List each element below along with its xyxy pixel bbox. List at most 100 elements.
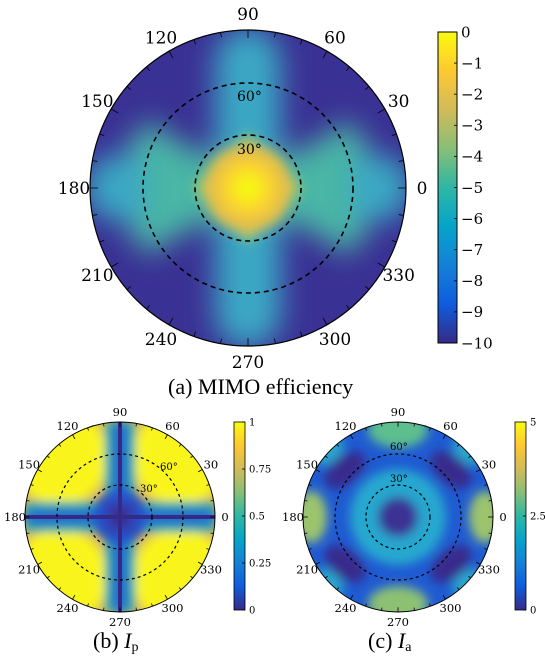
panel-a-ring-60 (142, 82, 354, 294)
panel-b-tick-290 (151, 603, 153, 607)
panel-a-tick-240 (168, 317, 174, 326)
panel-c-tick-290 (429, 603, 431, 607)
caption-a-text: MIMO efficiency (197, 374, 354, 399)
panel-a-tick-350 (398, 214, 404, 216)
panel-c-ring-label-30: 30° (390, 474, 408, 485)
panel-b-tick-110 (87, 427, 89, 431)
panel-a-cb-label-10: −10 (461, 334, 493, 352)
panel-a-tick-220 (126, 286, 132, 290)
panel-b-tick-160 (30, 484, 34, 486)
panel-c-cb-label-0: 5 (530, 418, 536, 429)
panel-b-tick-200 (30, 548, 34, 550)
panel-a-angle-label-120: 120 (145, 28, 177, 48)
panel-a-tick-330 (377, 262, 386, 268)
panel-b-cb-label-0: 1 (249, 418, 255, 429)
caption-c-symbol: I (397, 628, 406, 653)
panel-b-tick-80 (135, 423, 137, 427)
panel-c-tick-190 (304, 532, 308, 534)
panel-c-tick-60 (442, 434, 446, 440)
panel-b-angle-label-0: 0 (221, 510, 228, 524)
panel-a-cb-label-5: −5 (461, 179, 483, 197)
panel-a-tick-10 (398, 160, 404, 162)
panel-c-angle-label-150: 150 (296, 458, 318, 472)
caption-c-sub: a (405, 640, 412, 655)
panel-c-tick-80 (413, 423, 415, 427)
panel-c-angle-label-30: 30 (482, 458, 497, 472)
panel-b-angle-label-270: 270 (109, 615, 131, 629)
panel-b-cb-label-4: 0 (249, 606, 255, 617)
panel-c-angle-ticks (303, 422, 493, 612)
panel-a-tick-140 (126, 86, 132, 90)
panel-b-cb-label-2: 0.5 (249, 512, 265, 523)
panel-b-tick-120 (72, 434, 76, 440)
panel-a-tick-170 (92, 160, 98, 162)
panel-b-angle-label-240: 240 (57, 601, 79, 615)
panel-b-tick-30 (197, 469, 203, 473)
caption-c-label: (c) (368, 628, 393, 653)
panel-c-tick-160 (308, 484, 312, 486)
panel-a-tick-280 (274, 338, 276, 344)
panel-c-angle-label-120: 120 (335, 419, 357, 433)
caption-b-label: (b) (93, 628, 119, 653)
panel-c-tick-330 (475, 561, 481, 565)
panel-c-angle-label-210: 210 (296, 563, 318, 577)
panel-a-tick-80 (274, 32, 276, 38)
panel-b-ring-30 (87, 484, 153, 550)
panel-b-tick-310 (178, 587, 182, 591)
panel-c-angle-label-60: 60 (443, 419, 458, 433)
panel-b-tick-230 (58, 587, 62, 591)
panel-b-tick-330 (197, 561, 203, 565)
panel-c-tick-120 (350, 434, 354, 440)
panel-a-tick-120 (168, 50, 174, 59)
panel-c-angle-label-240: 240 (335, 601, 357, 615)
panel-a-tick-110 (193, 39, 197, 45)
panel-c-tick-110 (365, 427, 367, 431)
panel-c-tick-350 (488, 532, 492, 534)
panel-b-cb-label-3: 0.25 (249, 559, 271, 570)
panel-c-tick-300 (442, 594, 446, 600)
panel-a-tick-20 (391, 133, 397, 137)
panel-b-tick-280 (135, 607, 137, 611)
panel-b-angle-label-90: 90 (113, 405, 128, 419)
panel-c-tick-320 (468, 575, 472, 579)
panel-a-cb-label-6: −6 (461, 210, 483, 228)
panel-c-tick-30 (475, 469, 481, 473)
panel-b-angle-label-180: 180 (4, 510, 26, 524)
panel-b-angle-label-120: 120 (57, 419, 79, 433)
panel-a-cb-label-8: −8 (461, 272, 483, 290)
panel-c-tick-310 (456, 587, 460, 591)
panel-c-angle-label-180: 180 (282, 510, 304, 524)
panel-a-tick-100 (220, 32, 222, 38)
panel-a-colorbar-ticks: 0 −1 −2 −3 −4 −5 −6 −7 −8 −9 −10 (454, 23, 493, 352)
panel-b-tick-60 (164, 434, 168, 440)
panel-c-angle-label-270: 270 (387, 615, 409, 629)
panel-a-tick-300 (322, 317, 328, 326)
panel-c-tick-280 (413, 607, 415, 611)
panel-a-angle-label-330: 330 (382, 266, 414, 286)
panel-b-heatmap (25, 422, 215, 612)
panel-c-tick-50 (456, 443, 460, 447)
panel-a-cb-label-0: 0 (461, 23, 471, 41)
panel-a-angle-label-150: 150 (81, 92, 113, 112)
panel-b-angle-label-60: 60 (165, 419, 180, 433)
panel-a-tick-210 (110, 262, 119, 268)
panel-a-angle-label-240: 240 (145, 330, 177, 350)
panel-b-tick-250 (87, 603, 89, 607)
panel-b-angle-labels: 0 30 60 90 120 150 180 210 240 270 300 330 (4, 405, 229, 629)
panel-a-angle-labels: 0 30 60 90 120 150 180 210 240 270 300 330 (58, 5, 428, 373)
panel-c-tick-170 (304, 500, 308, 502)
panel-c-tick-150 (315, 469, 321, 473)
panel-c-ring-60 (334, 453, 462, 581)
panel-b-tick-50 (178, 443, 182, 447)
panel-a-tick-320 (364, 286, 370, 290)
panel-c-ring-30 (365, 484, 431, 550)
panel-b-tick-140 (46, 455, 50, 459)
panel-a-ring-label-60: 60° (237, 89, 262, 105)
panel-a-tick-290 (299, 331, 303, 337)
panel-c-tick-230 (336, 587, 340, 591)
panel-b-tick-240 (72, 594, 76, 600)
panel-b-ring-60 (56, 453, 184, 581)
